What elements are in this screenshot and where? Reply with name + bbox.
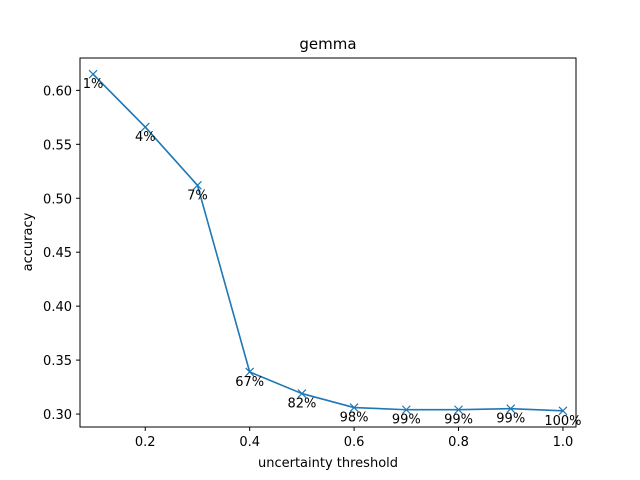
y-tick-label: 0.30 — [43, 408, 72, 423]
y-tick-label: 0.35 — [43, 354, 72, 369]
data-label: 100% — [544, 414, 581, 429]
data-point-marker — [558, 406, 568, 416]
data-point-marker — [506, 404, 516, 414]
y-tick-label: 0.40 — [43, 300, 72, 315]
y-axis-label: accuracy — [21, 212, 36, 271]
x-tick-label: 0.6 — [344, 435, 365, 450]
series-line — [92, 73, 563, 412]
data-label: 1% — [83, 77, 104, 92]
plot-area: 0.2 0.4 0.6 0.8 1.0 0.30 0.35 0.40 0.45 0.50 0.55 0… — [43, 69, 582, 450]
data-label: 4% — [135, 130, 156, 145]
x-tick-label: 0.4 — [239, 435, 260, 450]
data-label: 99% — [392, 413, 421, 428]
x-tick-label: 1.0 — [553, 435, 574, 450]
data-point-marker — [401, 405, 411, 415]
x-tick-label: 0.8 — [448, 435, 469, 450]
chart-title: gemma — [299, 35, 356, 53]
axes-frame — [79, 57, 577, 428]
y-tick-label: 0.60 — [43, 84, 72, 99]
data-point-marker — [297, 389, 307, 398]
data-label: 99% — [444, 413, 473, 428]
data-point-marker — [454, 405, 463, 415]
data-point-marker — [88, 69, 98, 79]
data-label: 99% — [496, 412, 525, 427]
y-tick-label: 0.55 — [43, 138, 72, 153]
data-point-marker — [140, 122, 150, 132]
data-point-marker — [349, 403, 359, 413]
y-tick-label: 0.50 — [43, 192, 72, 207]
data-point-marker — [245, 367, 255, 377]
data-label: 7% — [187, 188, 208, 203]
x-axis-label: uncertainty threshold — [258, 456, 398, 471]
data-label: 82% — [287, 397, 316, 412]
data-label: 67% — [235, 375, 264, 390]
x-tick-label: 0.2 — [135, 435, 156, 450]
y-tick-label: 0.45 — [43, 246, 72, 261]
data-point-marker — [193, 180, 202, 190]
data-label: 98% — [340, 411, 369, 426]
